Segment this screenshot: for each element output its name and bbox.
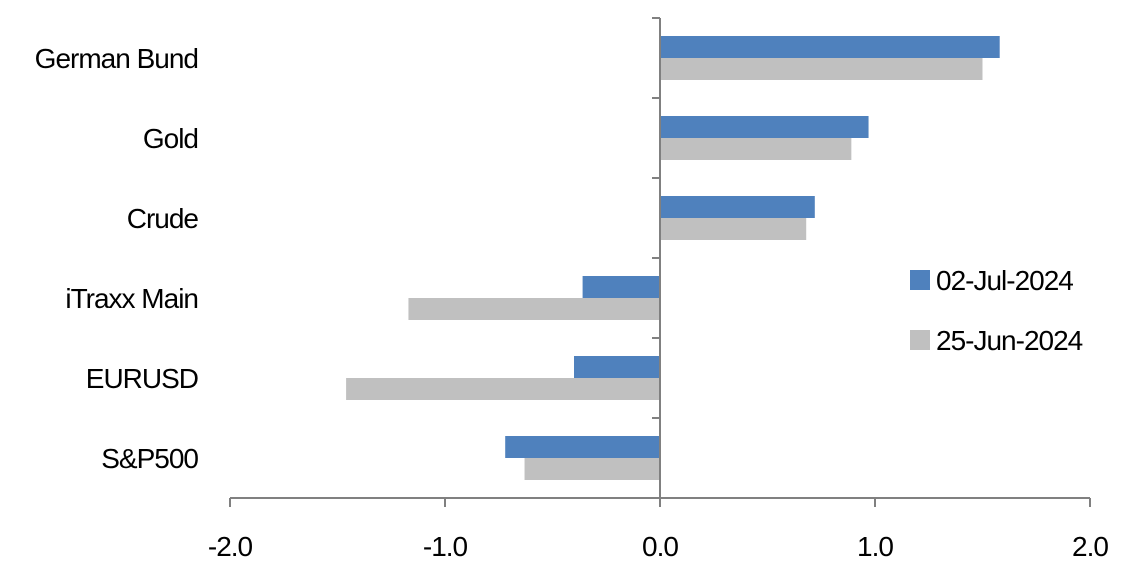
- bar-series2: [524, 458, 660, 480]
- bar-series1: [574, 356, 660, 378]
- bar-series1: [660, 116, 869, 138]
- category-label: S&P500: [101, 443, 198, 474]
- axes-group: -2.0 -1.0 0.0 1.0 2.0: [208, 17, 1109, 562]
- category-label: EURUSD: [86, 363, 198, 394]
- legend-label: 25-Jun-2024: [936, 325, 1083, 356]
- bar-series1: [505, 436, 660, 458]
- bars-group: [346, 36, 1000, 480]
- x-tick-label: -2.0: [208, 531, 253, 562]
- category-label: Gold: [143, 123, 198, 154]
- bar-series1: [660, 196, 815, 218]
- legend: 02-Jul-2024 25-Jun-2024: [910, 265, 1084, 356]
- x-tick-label: 1.0: [857, 531, 893, 562]
- bar-series1: [582, 276, 660, 298]
- bar-series2: [660, 218, 807, 240]
- bar-series2: [408, 298, 660, 320]
- legend-label: 02-Jul-2024: [936, 265, 1073, 296]
- category-label: iTraxx Main: [65, 283, 198, 314]
- bar-series2: [660, 138, 852, 160]
- category-label: German Bund: [35, 43, 198, 74]
- legend-swatch: [910, 330, 930, 350]
- category-labels: German Bund Gold Crude iTraxx Main EURUSD S&P…: [35, 43, 200, 474]
- legend-swatch: [910, 270, 930, 290]
- category-label: Crude: [127, 203, 199, 234]
- bar-series2: [346, 378, 660, 400]
- x-tick-label: 2.0: [1072, 531, 1108, 562]
- bar-series1: [660, 36, 1000, 58]
- bar-series2: [660, 58, 983, 80]
- x-tick-label: -1.0: [423, 531, 468, 562]
- x-tick-label: 0.0: [642, 531, 678, 562]
